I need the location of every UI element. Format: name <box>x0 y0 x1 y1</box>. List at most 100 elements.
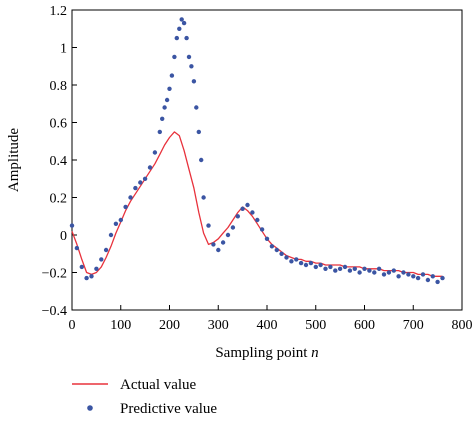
data-point-predictive-value <box>89 274 94 279</box>
x-tick-label: 700 <box>403 318 424 333</box>
data-point-predictive-value <box>337 266 343 271</box>
data-point-predictive-value <box>425 277 431 283</box>
data-point-predictive-value <box>216 247 221 253</box>
data-point-predictive-value <box>386 270 392 275</box>
data-point-predictive-value <box>157 129 162 135</box>
x-tick-label: 200 <box>159 318 180 333</box>
data-point-predictive-value <box>225 232 231 238</box>
y-tick-label: −0.2 <box>42 267 67 282</box>
data-point-predictive-value <box>347 268 353 273</box>
data-point-predictive-value <box>69 223 75 228</box>
legend-label-actual: Actual value <box>120 377 197 393</box>
data-point-predictive-value <box>333 268 338 273</box>
data-point-predictive-value <box>376 266 382 271</box>
data-point-predictive-value <box>352 266 357 271</box>
data-point-predictive-value <box>142 176 148 181</box>
x-axis-variable: n <box>311 345 319 361</box>
data-point-predictive-value <box>396 274 401 279</box>
data-point-predictive-value <box>220 240 226 245</box>
data-point-predictive-value <box>313 264 318 270</box>
data-point-predictive-value <box>206 223 211 228</box>
y-tick-label: 0.2 <box>50 192 68 207</box>
data-point-predictive-value <box>328 264 333 270</box>
y-tick-label: −0.4 <box>42 304 67 319</box>
data-point-predictive-value <box>113 221 119 226</box>
data-point-predictive-value <box>164 97 170 103</box>
x-tick-label: 500 <box>305 318 326 333</box>
data-point-predictive-value <box>147 165 153 170</box>
data-point-predictive-value <box>138 180 143 185</box>
data-point-predictive-value <box>235 214 240 219</box>
data-point-predictive-value <box>406 272 411 277</box>
data-point-predictive-value <box>181 20 187 26</box>
data-point-predictive-value <box>430 274 435 279</box>
legend: Actual value Predictive value <box>72 377 217 417</box>
data-point-predictive-value <box>230 225 236 230</box>
data-point-predictive-value <box>99 257 104 262</box>
data-point-predictive-value <box>420 272 426 277</box>
plot-frame <box>71 9 463 311</box>
data-point-predictive-value <box>169 73 175 78</box>
data-point-predictive-value <box>435 279 440 285</box>
data-point-predictive-value <box>255 217 260 223</box>
data-point-predictive-value <box>250 210 255 215</box>
data-point-predictive-value <box>308 260 314 266</box>
data-point-predictive-value <box>401 270 406 275</box>
data-point-predictive-value <box>415 275 421 281</box>
data-point-predictive-value <box>123 204 128 210</box>
y-tick-label: 0.8 <box>50 79 68 94</box>
y-tick-label: 0 <box>60 229 67 244</box>
y-tick-label: 0.4 <box>50 154 68 169</box>
data-point-predictive-value <box>245 202 250 208</box>
data-point-predictive-value <box>191 79 197 84</box>
series-line-actual-value <box>71 131 443 277</box>
x-tick-label: 300 <box>208 318 229 333</box>
data-point-predictive-value <box>411 274 416 279</box>
data-point-predictive-value <box>189 64 194 69</box>
data-point-predictive-value <box>294 257 299 262</box>
data-point-predictive-value <box>186 54 192 60</box>
y-tick-label: 0.6 <box>50 117 68 132</box>
data-point-predictive-value <box>194 105 199 110</box>
data-point-predictive-value <box>269 244 275 249</box>
data-point-predictive-value <box>152 150 158 155</box>
data-point-predictive-value <box>179 17 184 22</box>
x-tick-label: 600 <box>354 318 375 333</box>
data-point-predictive-value <box>201 195 206 200</box>
data-point-predictive-value <box>133 185 138 191</box>
data-point-predictive-value <box>367 268 372 273</box>
data-point-predictive-value <box>172 54 177 60</box>
data-point-predictive-value <box>177 26 182 31</box>
data-point-predictive-value <box>440 275 445 281</box>
data-point-predictive-value <box>381 272 387 277</box>
data-point-predictive-value <box>274 247 279 253</box>
data-point-predictive-value <box>284 255 289 260</box>
y-tick-label: 1.2 <box>50 4 68 19</box>
x-tick-label: 0 <box>69 318 76 333</box>
data-point-predictive-value <box>240 206 245 211</box>
data-point-predictive-value <box>184 35 189 41</box>
y-tick-label: 1 <box>60 42 67 57</box>
data-point-predictive-value <box>128 195 133 200</box>
data-point-predictive-value <box>162 105 167 110</box>
data-point-predictive-value <box>94 266 99 271</box>
x-axis-ticks: 0 100 200 300 400 500 600 700 800 <box>69 305 473 333</box>
data-point-predictive-value <box>160 116 165 122</box>
data-point-predictive-value <box>211 242 216 247</box>
y-axis-ticks: −0.4 −0.2 0 0.2 0.4 0.6 0.8 1 1.2 <box>42 4 77 319</box>
x-axis-label: Sampling point n <box>215 345 318 361</box>
data-point-predictive-value <box>318 262 323 268</box>
data-point-predictive-value <box>174 35 179 41</box>
data-point-predictive-value <box>259 227 265 232</box>
data-point-predictive-value <box>342 264 348 270</box>
x-tick-label: 800 <box>452 318 473 333</box>
x-axis-label-text: Sampling point <box>215 345 308 361</box>
y-axis-label: Amplitude <box>6 128 22 193</box>
data-point-predictive-value <box>357 270 362 275</box>
data-point-predictive-value <box>199 157 204 163</box>
legend-label-predictive: Predictive value <box>120 401 217 417</box>
data-point-predictive-value <box>264 236 270 241</box>
legend-marker-predictive <box>87 405 93 411</box>
data-point-predictive-value <box>391 268 396 273</box>
